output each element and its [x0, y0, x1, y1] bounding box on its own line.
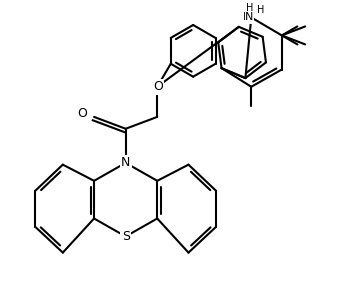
Text: O: O [153, 80, 163, 93]
Text: N: N [245, 12, 254, 23]
Text: N: N [243, 12, 251, 23]
Text: N: N [121, 156, 130, 169]
Text: H: H [246, 3, 253, 13]
Text: O: O [78, 107, 88, 120]
Text: H: H [257, 5, 264, 15]
Text: S: S [122, 230, 130, 243]
